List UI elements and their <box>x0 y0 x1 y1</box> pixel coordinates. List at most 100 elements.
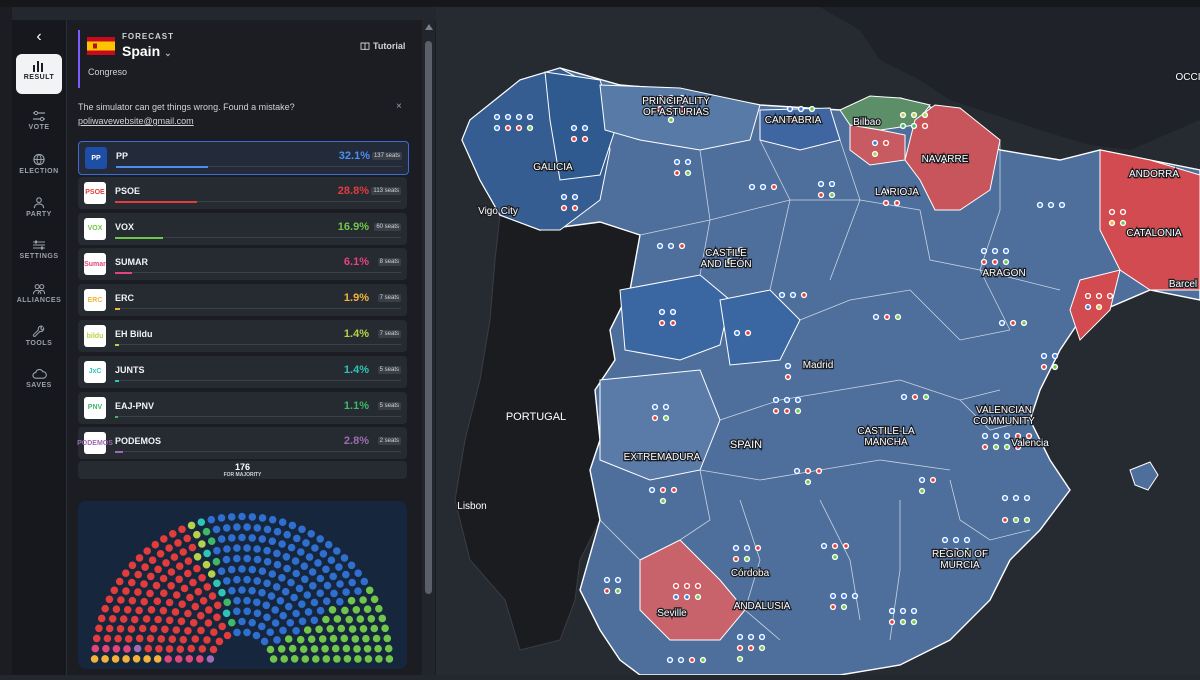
seat-dot <box>309 582 317 590</box>
map-label-galicia: GALICIA <box>533 162 573 173</box>
seat-dot <box>259 535 267 543</box>
seat-dot <box>184 570 192 578</box>
seat-dot <box>134 571 142 579</box>
seat-dot <box>198 518 206 526</box>
scroll-up-arrow[interactable] <box>425 24 433 30</box>
seat-dot <box>193 565 201 573</box>
map-label-castile-1: CASTILE <box>705 248 747 259</box>
seat-dot <box>292 610 300 618</box>
party-logo-icon: PSOE <box>84 182 106 204</box>
map-area[interactable]: GALICIA PRINCIPALITY OF ASTURIAS CANTABR… <box>436 7 1200 675</box>
seat-dot <box>292 627 300 635</box>
seat-dot <box>189 579 197 587</box>
party-name: PSOE <box>115 186 140 196</box>
seat-dot <box>277 597 285 605</box>
nav-party[interactable]: PARTY <box>16 190 62 230</box>
seat-dot <box>253 599 261 607</box>
seat-dot <box>329 573 337 581</box>
seat-dot <box>297 548 305 556</box>
nav-result[interactable]: RESULT <box>16 54 62 94</box>
seat-dot <box>213 614 221 622</box>
seat-dot <box>273 636 281 644</box>
back-button[interactable]: ‹ <box>26 26 52 48</box>
party-percentage: 6.1% <box>344 256 369 268</box>
party-seats-badge: 137 seats <box>372 152 402 160</box>
seat-dot <box>263 614 271 622</box>
notice-close-button[interactable]: × <box>396 101 402 112</box>
seat-dot <box>185 557 193 565</box>
seat-dot <box>194 553 202 561</box>
seat-dot <box>333 547 341 555</box>
party-name: SUMAR <box>115 257 148 267</box>
seat-dot <box>124 606 132 614</box>
seat-dot <box>269 516 277 524</box>
seat-dot <box>361 578 369 586</box>
party-name: PP <box>116 151 128 161</box>
seat-dot <box>243 608 251 616</box>
forecast-label: FORECAST <box>122 32 174 41</box>
seat-dot <box>178 618 186 626</box>
seat-dot <box>238 586 246 594</box>
seat-dot <box>267 646 275 654</box>
panel-scrollbar[interactable] <box>422 20 435 675</box>
vote-bar-fill <box>115 451 123 453</box>
nav-tools[interactable]: TOOLS <box>16 319 62 359</box>
country-selector[interactable]: Spain⌄ <box>122 43 172 59</box>
wrench-icon <box>32 325 46 338</box>
seat-dot <box>371 625 379 633</box>
nav-saves[interactable]: SAVES <box>16 362 62 402</box>
seat-dot <box>304 591 312 599</box>
seat-dot <box>311 617 319 625</box>
seat-dot <box>336 598 344 606</box>
seat-dot <box>153 582 161 590</box>
nav-alliances[interactable]: ALLIANCES <box>16 276 62 316</box>
contact-email-link[interactable]: poliwavewebsite@gmail.com <box>78 114 295 128</box>
party-name: JUNTS <box>115 365 145 375</box>
tutorial-button[interactable]: Tutorial <box>360 41 405 51</box>
results-panel: FORECAST Spain⌄ Congreso Tutorial The si… <box>66 20 436 675</box>
party-logo-icon: PODEMOS <box>84 432 106 454</box>
seat-dot <box>198 574 206 582</box>
seat-dot <box>198 540 206 548</box>
nav-settings[interactable]: SETTINGS <box>16 233 62 273</box>
seat-dot <box>140 598 148 606</box>
seat-dot <box>354 569 362 577</box>
seat-dot <box>157 550 165 558</box>
seat-dot <box>188 522 196 530</box>
seat-dot <box>343 645 351 653</box>
seat-dot <box>311 599 319 607</box>
salamanca-region <box>620 275 730 360</box>
spain-map[interactable]: GALICIA PRINCIPALITY OF ASTURIAS CANTABR… <box>436 7 1200 675</box>
nav-vote[interactable]: VOTE <box>16 104 62 144</box>
seat-dot <box>205 619 213 627</box>
seat-dot <box>288 544 296 552</box>
scrollbar-thumb[interactable] <box>425 41 432 594</box>
seat-dot <box>171 553 179 561</box>
seat-dot <box>259 567 267 575</box>
nav-election[interactable]: ELECTION <box>16 147 62 187</box>
map-label-madrid: Madrid <box>803 360 834 371</box>
seat-dot <box>117 596 125 604</box>
seat-dot <box>98 615 106 623</box>
party-logo-icon: PNV <box>84 397 106 419</box>
seat-dot <box>192 603 200 611</box>
seat-dot <box>106 625 114 633</box>
seat-dot <box>139 625 147 633</box>
settings-icon <box>32 239 46 251</box>
seat-dot <box>113 605 121 613</box>
notice-text: The simulator can get things wrong. Foun… <box>78 100 295 114</box>
seat-dot <box>341 554 349 562</box>
seat-dot <box>283 531 291 539</box>
seat-dot <box>320 550 328 558</box>
party-logo-icon: PP <box>85 147 107 169</box>
vote-bar-fill <box>115 272 132 274</box>
